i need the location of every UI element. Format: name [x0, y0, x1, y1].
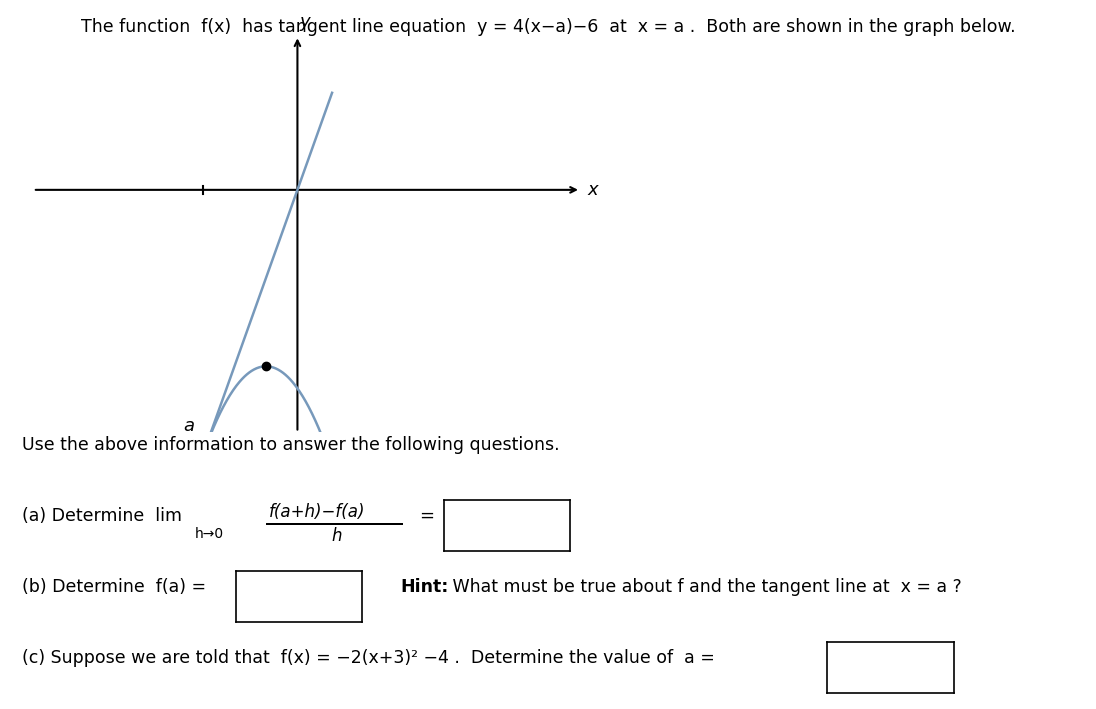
Text: (c) Suppose we are told that  f(x) = −2(x+3)² −4 .  Determine the value of  a =: (c) Suppose we are told that f(x) = −2(x…: [22, 649, 715, 666]
Text: Use the above information to answer the following questions.: Use the above information to answer the …: [22, 436, 560, 454]
Text: (a) Determine  lim: (a) Determine lim: [22, 507, 182, 525]
Text: h→0: h→0: [195, 527, 225, 541]
Text: The function  f(x)  has tangent line equation  y = 4(x−a)−6  at  x = a .  Both a: The function f(x) has tangent line equat…: [81, 18, 1015, 35]
Text: Hint:: Hint:: [400, 578, 448, 596]
Text: y: y: [299, 13, 310, 31]
Text: a: a: [184, 417, 195, 435]
Text: What must be true about f and the tangent line at  x = a ?: What must be true about f and the tangen…: [447, 578, 962, 596]
Text: x: x: [587, 181, 597, 199]
Text: (b) Determine  f(a) =: (b) Determine f(a) =: [22, 578, 206, 596]
Text: h: h: [332, 527, 342, 545]
Text: =: =: [419, 507, 434, 525]
Text: f(a+h)−f(a): f(a+h)−f(a): [269, 503, 365, 520]
